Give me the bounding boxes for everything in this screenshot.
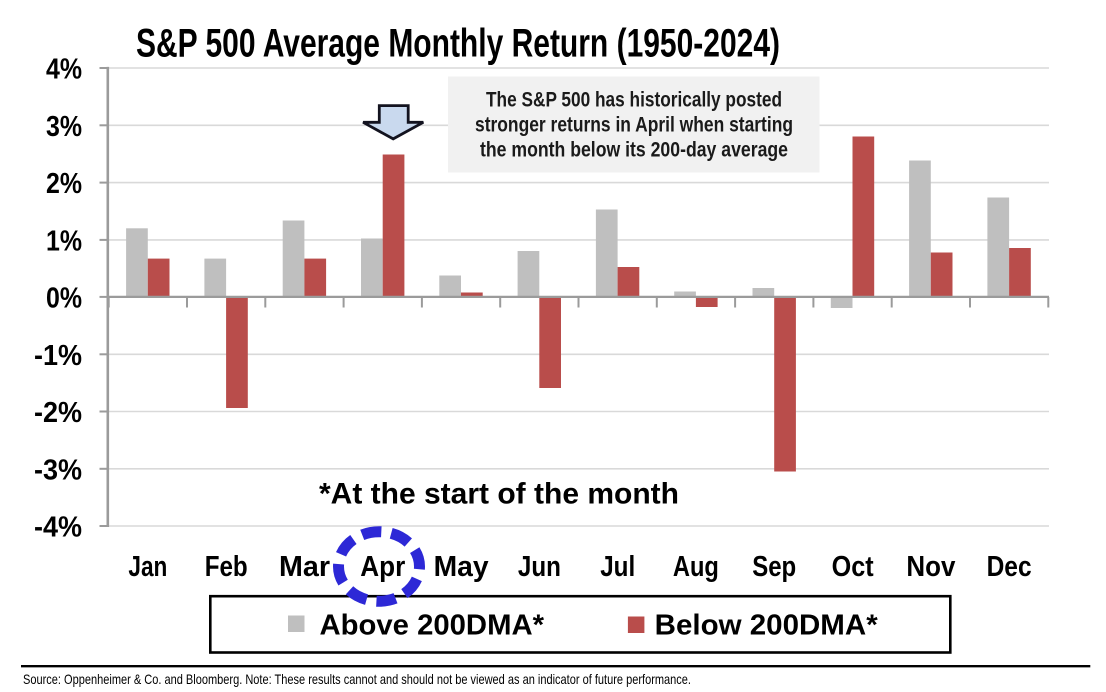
svg-text:stronger returns in April when: stronger returns in April when starting xyxy=(475,113,793,137)
svg-text:1%: 1% xyxy=(46,225,82,257)
svg-text:Source: Oppenheimer & Co. and: Source: Oppenheimer & Co. and Bloomberg.… xyxy=(23,671,691,687)
svg-text:Jul: Jul xyxy=(600,551,635,583)
svg-text:the month below its 200-day av: the month below its 200-day average xyxy=(480,138,788,162)
svg-text:S&P 500 Average Monthly Return: S&P 500 Average Monthly Return (1950-202… xyxy=(136,22,780,66)
svg-text:Aug: Aug xyxy=(673,551,719,583)
svg-text:2%: 2% xyxy=(46,168,82,200)
svg-text:Dec: Dec xyxy=(987,551,1032,583)
svg-text:*At the start of the month: *At the start of the month xyxy=(319,477,679,510)
svg-text:Apr: Apr xyxy=(360,551,405,583)
svg-text:Sep: Sep xyxy=(752,551,796,583)
svg-text:Feb: Feb xyxy=(205,551,248,583)
svg-text:-2%: -2% xyxy=(34,397,82,429)
svg-text:4%: 4% xyxy=(46,54,82,86)
svg-text:May: May xyxy=(434,551,489,583)
svg-text:Above 200DMA*: Above 200DMA* xyxy=(320,610,545,642)
svg-text:-3%: -3% xyxy=(34,454,82,486)
svg-text:Mar: Mar xyxy=(279,551,330,583)
svg-text:Oct: Oct xyxy=(832,551,874,583)
svg-text:3%: 3% xyxy=(46,111,82,143)
svg-text:Jun: Jun xyxy=(518,551,561,583)
svg-text:Nov: Nov xyxy=(906,551,955,583)
svg-text:The S&P 500 has historically p: The S&P 500 has historically posted xyxy=(486,87,782,111)
svg-text:Jan: Jan xyxy=(128,551,167,583)
svg-text:-1%: -1% xyxy=(34,340,82,372)
svg-text:-4%: -4% xyxy=(34,512,82,544)
svg-text:Below 200DMA*: Below 200DMA* xyxy=(655,610,879,642)
svg-text:0%: 0% xyxy=(46,283,82,315)
